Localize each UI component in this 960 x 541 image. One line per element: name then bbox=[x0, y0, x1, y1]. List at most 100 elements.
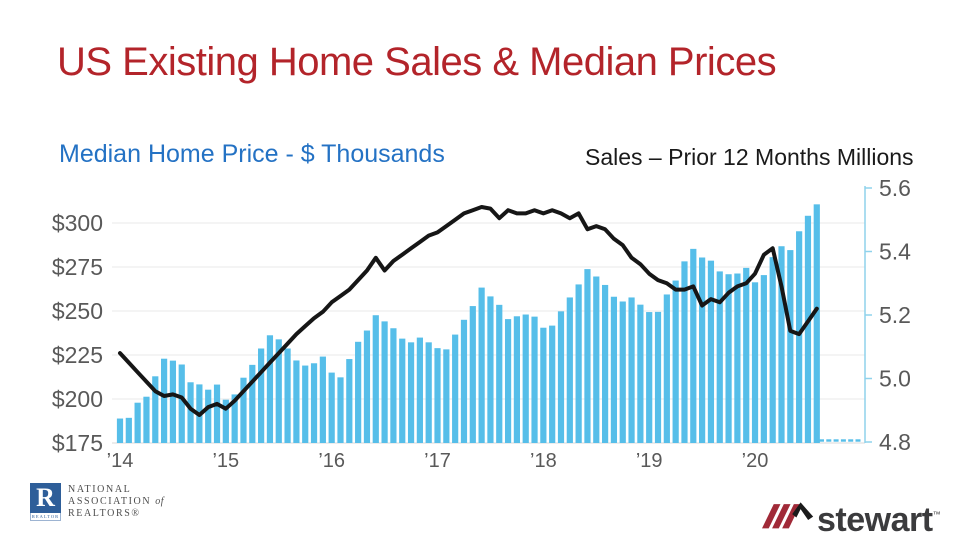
price-bar bbox=[222, 399, 229, 443]
price-bar bbox=[390, 328, 397, 443]
price-bar bbox=[610, 296, 618, 443]
price-bar bbox=[778, 246, 785, 443]
year-tick-label: ’19 bbox=[636, 450, 663, 472]
price-bar bbox=[187, 382, 194, 443]
price-bar bbox=[152, 376, 159, 443]
price-bar bbox=[663, 294, 670, 443]
price-bar bbox=[381, 321, 388, 443]
pending-month-dash bbox=[826, 439, 832, 442]
nar-line3: REALTORS® bbox=[68, 508, 141, 519]
price-bar bbox=[637, 304, 644, 443]
price-bar bbox=[399, 338, 406, 443]
price-axis-tick-label: $275 bbox=[52, 254, 103, 280]
price-bar bbox=[672, 280, 679, 443]
price-bar bbox=[584, 269, 591, 443]
price-bar bbox=[690, 248, 697, 443]
year-tick-label: ’20 bbox=[742, 450, 769, 472]
price-bar bbox=[416, 337, 423, 443]
stewart-wordmark: stewart™ bbox=[817, 501, 941, 539]
price-bar bbox=[716, 271, 723, 443]
pending-month-dash bbox=[833, 439, 839, 442]
price-bar bbox=[725, 274, 732, 443]
price-bar bbox=[134, 402, 141, 443]
price-bar bbox=[178, 364, 185, 443]
year-tick-label: ’15 bbox=[212, 450, 239, 472]
price-bar bbox=[169, 360, 177, 443]
sales-axis-tick-label: 4.8 bbox=[879, 429, 911, 455]
nar-logo: R REALTOR NATIONAL ASSOCIATION of REALTO… bbox=[30, 483, 164, 521]
price-bar bbox=[496, 304, 503, 443]
price-bar bbox=[205, 389, 212, 443]
price-bar bbox=[346, 359, 353, 443]
price-bar bbox=[487, 296, 494, 443]
sales-axis-tick-label: 5.0 bbox=[879, 366, 911, 392]
price-bar bbox=[249, 364, 256, 443]
price-bar bbox=[275, 339, 282, 443]
year-tick-label: ’14 bbox=[107, 450, 134, 472]
price-bar bbox=[566, 297, 573, 443]
price-bar bbox=[681, 261, 688, 443]
stewart-stripes-icon bbox=[762, 502, 814, 529]
sales-axis-title: Sales – Prior 12 Months Millions bbox=[585, 144, 914, 170]
nar-realtor-r-icon: R REALTOR bbox=[30, 483, 61, 521]
price-axis-tick-label: $250 bbox=[52, 298, 103, 324]
pending-month-dash bbox=[840, 439, 846, 442]
price-axis-title: Median Home Price - $ Thousands bbox=[59, 140, 445, 168]
price-bar bbox=[143, 396, 150, 443]
year-tick-label: ’18 bbox=[530, 450, 557, 472]
price-bar bbox=[363, 330, 371, 443]
price-bar bbox=[319, 356, 326, 443]
price-bar bbox=[310, 363, 318, 443]
price-bar bbox=[531, 316, 538, 443]
price-bar bbox=[293, 360, 300, 443]
price-bar bbox=[751, 282, 759, 443]
price-bar bbox=[355, 341, 362, 443]
nar-line2: ASSOCIATION of bbox=[68, 496, 165, 507]
price-bar bbox=[549, 325, 556, 443]
price-bar bbox=[699, 257, 706, 443]
price-bar bbox=[478, 287, 485, 443]
trademark-symbol: ™ bbox=[932, 510, 941, 519]
price-bar bbox=[504, 319, 512, 443]
price-bar bbox=[707, 260, 715, 443]
sales-axis-tick-label: 5.6 bbox=[879, 175, 911, 201]
price-bar bbox=[813, 204, 820, 443]
price-bar bbox=[575, 284, 582, 443]
nar-wordmark: NATIONAL ASSOCIATION of REALTORS® bbox=[68, 483, 164, 520]
price-bar bbox=[407, 342, 415, 443]
price-bar bbox=[328, 372, 335, 443]
price-bar bbox=[125, 417, 132, 443]
price-bar bbox=[116, 418, 124, 443]
price-axis-tick-label: $225 bbox=[52, 342, 103, 368]
page-title: US Existing Home Sales & Median Prices bbox=[57, 40, 777, 84]
price-bar bbox=[787, 250, 794, 443]
price-bar bbox=[602, 284, 609, 443]
price-bar bbox=[372, 315, 379, 443]
price-bar bbox=[796, 231, 803, 443]
price-axis-tick-label: $300 bbox=[52, 210, 103, 236]
price-bar bbox=[628, 297, 635, 443]
price-axis-tick-label: $200 bbox=[52, 386, 103, 412]
price-bar bbox=[522, 314, 529, 443]
price-bar bbox=[258, 348, 265, 443]
price-bar bbox=[513, 316, 520, 443]
pending-month-dash bbox=[819, 439, 824, 442]
price-bar bbox=[540, 327, 547, 443]
price-bar bbox=[231, 394, 238, 443]
year-tick-label: ’16 bbox=[318, 450, 345, 472]
price-bar bbox=[760, 275, 767, 443]
price-bar bbox=[646, 312, 653, 443]
price-bar bbox=[337, 377, 344, 443]
price-bar bbox=[443, 349, 450, 443]
price-bar bbox=[743, 267, 750, 443]
price-bar bbox=[593, 276, 600, 443]
sales-axis-tick-label: 5.4 bbox=[879, 239, 911, 265]
sales-line bbox=[118, 205, 819, 417]
price-bar bbox=[769, 257, 776, 443]
pending-month-dash bbox=[855, 439, 861, 442]
price-bar bbox=[425, 342, 432, 443]
price-bar bbox=[452, 334, 459, 443]
price-bar bbox=[302, 365, 309, 443]
